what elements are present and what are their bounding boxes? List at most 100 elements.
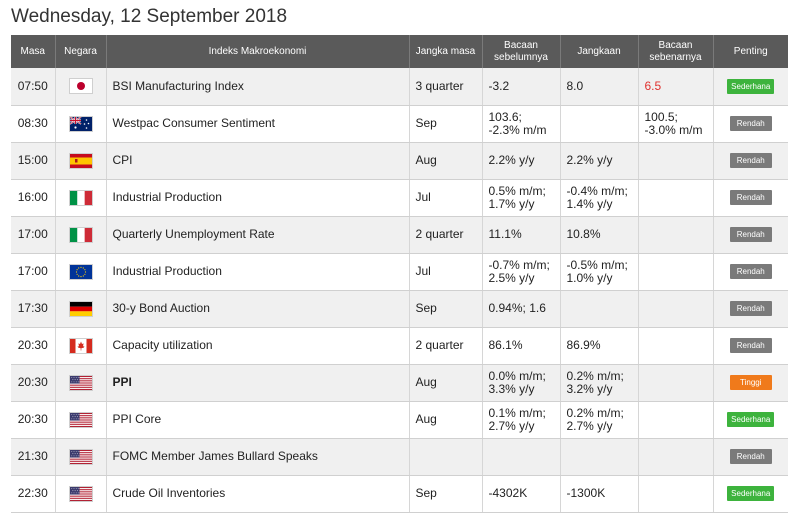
indicator-cell: CPI: [106, 142, 410, 180]
indicator-name: PPI Core: [112, 412, 162, 426]
time-value: 16:00: [17, 190, 48, 204]
previous-cell: 0.5% m/m; 1.7% y/y: [482, 179, 561, 217]
country-cell: [55, 179, 107, 217]
time-value: 08:30: [17, 116, 48, 130]
importance-cell: Rendah: [713, 105, 788, 143]
forecast-value: -0.5% m/m;: [566, 257, 628, 272]
table-row: 21:30 FOMC Member James Bullard Speaks Ren…: [11, 438, 788, 476]
actual-value: 6.5: [644, 78, 662, 93]
actual-value: -3.0% m/m: [644, 122, 703, 137]
previous-cell: 0.94%; 1.6: [482, 290, 561, 328]
header-country: Negara: [55, 35, 107, 68]
previous-cell: -0.7% m/m; 2.5% y/y: [482, 253, 561, 291]
importance-cell: Rendah: [713, 179, 788, 217]
table-row: 17:30 30-y Bond Auction Sep 0.94%; 1.6 Renda…: [11, 290, 788, 328]
time-value: 22:30: [17, 486, 48, 500]
previous-value: -4302K: [488, 486, 528, 500]
canada-flag-icon: [68, 337, 93, 354]
country-cell: [55, 475, 107, 513]
indicator-cell: Crude Oil Inventories: [106, 475, 410, 513]
period-cell: Sep: [409, 105, 483, 143]
table-row: 15:00 CPI Aug 2.2% y/y 2.2% y/y Rendah: [11, 142, 788, 180]
country-cell: [55, 142, 107, 180]
forecast-value: 86.9%: [566, 338, 601, 352]
forecast-cell: [560, 105, 639, 143]
importance-cell: Rendah: [713, 290, 788, 328]
importance-cell: Rendah: [713, 216, 788, 254]
header-importance: Penting: [713, 35, 788, 68]
period-cell: Sep: [409, 290, 483, 328]
period-value: Aug: [415, 153, 437, 167]
country-cell: [55, 327, 107, 365]
time-cell: 16:00: [11, 179, 56, 217]
period-value: Sep: [415, 486, 437, 500]
importance-cell: Rendah: [713, 253, 788, 291]
indicator-cell: FOMC Member James Bullard Speaks: [106, 438, 410, 476]
forecast-value: 1.4% y/y: [566, 196, 613, 211]
indicator-name: BSI Manufacturing Index: [112, 78, 244, 93]
period-value: Aug: [415, 412, 437, 426]
actual-cell: [638, 290, 714, 328]
forecast-value: 3.2% y/y: [566, 381, 613, 396]
forecast-value: -1300K: [566, 486, 606, 500]
table-row: 22:30 Crude Oil Inventories Sep -4302K -1300…: [11, 475, 788, 513]
time-cell: 21:30: [11, 438, 56, 476]
italy-flag-icon: [68, 226, 93, 243]
importance-badge-rendah: Rendah: [729, 190, 772, 205]
actual-cell: [638, 401, 714, 439]
japan-flag-icon: [68, 78, 93, 95]
previous-cell: -4302K: [482, 475, 561, 513]
country-cell: [55, 68, 107, 106]
economic-calendar-table: Masa Negara Indeks Makroekonomi Jangka m…: [11, 35, 788, 513]
table-row: 20:30 PPI Core Aug 0.1% m/m; 2.7% y/y 0.2% m/…: [11, 401, 788, 439]
forecast-cell: 86.9%: [560, 327, 639, 365]
table-header-row: Masa Negara Indeks Makroekonomi Jangka m…: [11, 35, 788, 68]
time-cell: 20:30: [11, 401, 56, 439]
previous-value: -3.2: [488, 78, 510, 93]
time-cell: 17:00: [11, 253, 56, 291]
period-cell: Aug: [409, 142, 483, 180]
previous-cell: 0.1% m/m; 2.7% y/y: [482, 401, 561, 439]
table-row: 08:30 Westpac Consumer Sentiment Sep 103.6;…: [11, 105, 788, 143]
actual-cell: 6.5: [638, 68, 714, 106]
importance-cell: Sederhana: [713, 475, 788, 513]
period-cell: Sep: [409, 475, 483, 513]
forecast-value: -0.4% m/m;: [566, 183, 628, 198]
table-row: 17:00 Quarterly Unemployment Rate 2 quarte…: [11, 216, 788, 254]
actual-cell: 100.5; -3.0% m/m: [638, 105, 714, 143]
time-value: 17:30: [17, 301, 48, 315]
table-row: 07:50 BSI Manufacturing Index 3 quarter -3.…: [11, 68, 788, 106]
importance-badge-sederhana: Sederhana: [727, 78, 775, 94]
period-value: Jul: [415, 264, 431, 278]
indicator-cell: Quarterly Unemployment Rate: [106, 216, 410, 254]
usa-flag-icon: [68, 485, 93, 502]
table-row: 20:30 Capacity utilization 2 quarter 86.1% 8…: [11, 327, 788, 365]
actual-cell: [638, 179, 714, 217]
forecast-cell: -0.5% m/m; 1.0% y/y: [560, 253, 639, 291]
forecast-value: 1.0% y/y: [566, 270, 613, 285]
actual-cell: [638, 364, 714, 402]
time-value: 20:30: [17, 412, 48, 426]
time-cell: 20:30: [11, 364, 56, 402]
previous-value: 11.1%: [488, 227, 522, 241]
importance-badge-rendah: Rendah: [729, 116, 772, 131]
indicator-cell: Capacity utilization: [106, 327, 410, 365]
spain-flag-icon: [68, 152, 93, 169]
time-cell: 17:00: [11, 216, 56, 254]
importance-cell: Sederhana: [713, 401, 788, 439]
previous-value: 2.7% y/y: [488, 418, 535, 433]
previous-value: 3.3% y/y: [488, 381, 535, 396]
indicator-cell: Industrial Production: [106, 253, 410, 291]
time-value: 17:00: [17, 264, 48, 278]
previous-value: 2.2% y/y: [488, 153, 535, 167]
previous-value: 103.6;: [488, 109, 522, 124]
indicator-name: PPI: [112, 375, 132, 389]
forecast-value: 2.7% y/y: [566, 418, 613, 433]
country-cell: [55, 216, 107, 254]
previous-value: -0.7% m/m;: [488, 257, 550, 272]
period-cell: Jul: [409, 179, 483, 217]
importance-badge-tinggi: Tinggi: [729, 375, 772, 390]
indicator-cell: PPI: [106, 364, 410, 402]
importance-badge-rendah: Rendah: [729, 449, 772, 464]
country-cell: [55, 290, 107, 328]
